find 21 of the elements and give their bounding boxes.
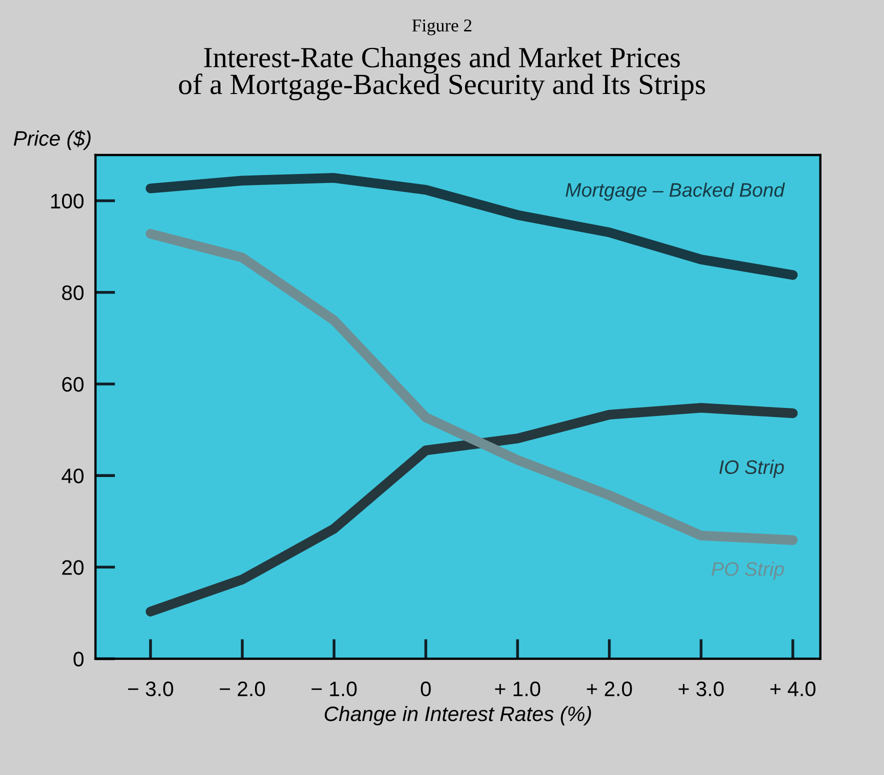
x-tick-label: 0	[420, 682, 431, 696]
x-tick-label: + 4.0	[770, 682, 816, 696]
chart-title: Interest-Rate Changes and Market Prices of a Mortgage-Backed Security and Its Strips	[179, 46, 705, 100]
series-label: Mortgage – Backed Bond	[566, 182, 786, 201]
y-tick-label: 0	[74, 652, 84, 667]
x-tick-label: − 3.0	[128, 682, 174, 696]
series-label: PO Strip	[712, 562, 784, 580]
chart-subtitle: Figure 2	[412, 19, 472, 36]
x-axis-title: Change in Interest Rates (%)	[324, 706, 591, 726]
y-tick-label: 60	[62, 376, 84, 392]
x-tick-label: + 3.0	[678, 682, 724, 696]
y-tick-label: 40	[62, 468, 84, 484]
y-axis-title: Price ($)	[14, 130, 91, 150]
text: IO Strip	[719, 460, 784, 478]
y-tick-label: 100	[51, 194, 84, 209]
x-tick-label: + 2.0	[586, 682, 632, 696]
x-tick-label: − 1.0	[312, 682, 357, 696]
y-tick-label: 20	[62, 560, 84, 575]
x-tick-label: − 2.0	[220, 682, 265, 696]
x-tick-label: + 1.0	[495, 682, 540, 696]
y-tick-label: 80	[62, 285, 84, 300]
